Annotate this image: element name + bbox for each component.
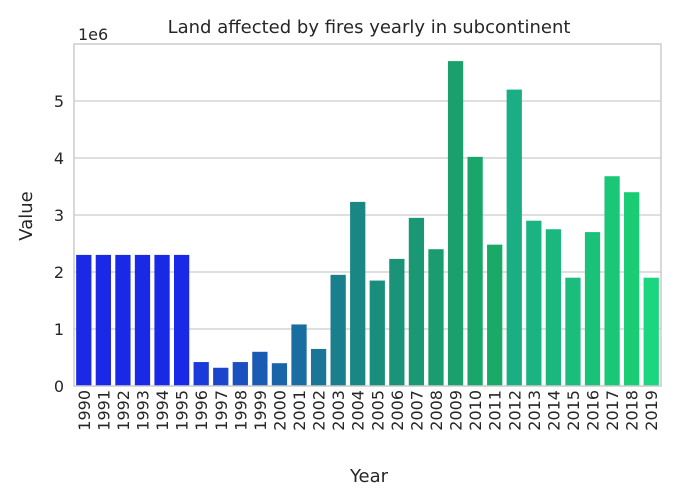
- x-tick-label: 1990: [75, 390, 94, 431]
- bar-1998: [232, 362, 248, 386]
- bar-2015: [565, 277, 581, 386]
- y-tick-label: 4: [54, 149, 64, 168]
- x-tick-label: 2006: [388, 390, 407, 431]
- bar-1995: [173, 254, 190, 386]
- bar-1997: [213, 367, 229, 386]
- x-tick-label: 2001: [290, 390, 309, 431]
- x-tick-label: 2008: [427, 390, 446, 431]
- x-tick-label: 2016: [584, 390, 603, 431]
- y-tick-label: 2: [54, 263, 64, 282]
- bar-2006: [389, 258, 405, 386]
- bar-2007: [408, 217, 425, 386]
- chart-title: Land affected by fires yearly in subcont…: [168, 17, 571, 38]
- x-tick-label: 2003: [329, 390, 348, 431]
- x-tick-labels: 1990 1991 1992 1993 1994 1995 1996 1997 1998 1999…: [75, 390, 661, 431]
- bar-2003: [330, 274, 346, 386]
- x-tick-label: 2015: [564, 390, 583, 431]
- bar-1992: [115, 254, 131, 386]
- x-tick-label: 2005: [368, 390, 387, 431]
- x-tick-label: 1995: [173, 390, 192, 431]
- x-tick-label: 2010: [466, 390, 485, 431]
- x-tick-label: 2018: [623, 390, 642, 431]
- bar-2012: [506, 89, 522, 386]
- x-tick-label: 2011: [486, 390, 505, 431]
- x-tick-label: 2014: [544, 390, 563, 431]
- y-tick-label: 5: [54, 92, 64, 111]
- x-tick-label: 1996: [192, 390, 211, 431]
- x-tick-label: 2017: [603, 390, 622, 431]
- x-tick-label: 2013: [525, 390, 544, 431]
- y-tick-labels: 0 1 2 3 4 5: [54, 92, 64, 396]
- bar-2017: [604, 176, 620, 386]
- x-tick-label: 2007: [407, 390, 426, 431]
- x-tick-label: 2019: [642, 390, 661, 431]
- x-tick-label: 1998: [231, 390, 250, 431]
- bars: [76, 61, 659, 386]
- bar-2000: [271, 363, 288, 386]
- x-tick-label: 2012: [505, 390, 524, 431]
- bar-2009: [447, 61, 464, 386]
- y-axis-title: Value: [16, 191, 37, 240]
- bar-1990: [76, 254, 92, 386]
- bar-2013: [526, 220, 542, 386]
- x-tick-label: 1991: [94, 390, 113, 431]
- x-tick-label: 2004: [349, 390, 368, 431]
- x-tick-label: 1999: [251, 390, 270, 431]
- bar-2002: [310, 348, 327, 386]
- bar-2014: [545, 229, 562, 386]
- bar-2005: [369, 280, 385, 386]
- plot-frame: [73, 43, 662, 387]
- bar-2018: [624, 192, 640, 386]
- x-tick-label: 1993: [133, 390, 152, 431]
- bar-1996: [193, 362, 209, 386]
- x-axis-title: Year: [349, 466, 389, 487]
- bar-2010: [467, 156, 483, 386]
- bar-2011: [487, 244, 503, 386]
- x-tick-label: 2009: [447, 390, 466, 431]
- x-tick-label: 2000: [270, 390, 289, 431]
- bar-1991: [95, 254, 111, 386]
- x-tick-label: 1994: [153, 390, 172, 431]
- bar-2004: [350, 201, 366, 386]
- x-tick-label: 2002: [310, 390, 329, 431]
- bar-2016: [584, 232, 601, 386]
- bar-1999: [252, 351, 268, 386]
- y-scale-label: 1e6: [78, 25, 108, 44]
- grid-lines: [74, 100, 661, 330]
- bar-2008: [428, 249, 444, 386]
- bar-2019: [643, 277, 659, 386]
- y-tick-label: 1: [54, 320, 64, 339]
- y-tick-label: 3: [54, 206, 64, 225]
- bar-2001: [291, 324, 307, 386]
- x-tick-label: 1997: [212, 390, 231, 431]
- bar-1993: [134, 254, 151, 386]
- bar-1994: [154, 254, 170, 386]
- y-tick-label: 0: [54, 377, 64, 396]
- x-tick-label: 1992: [114, 390, 133, 431]
